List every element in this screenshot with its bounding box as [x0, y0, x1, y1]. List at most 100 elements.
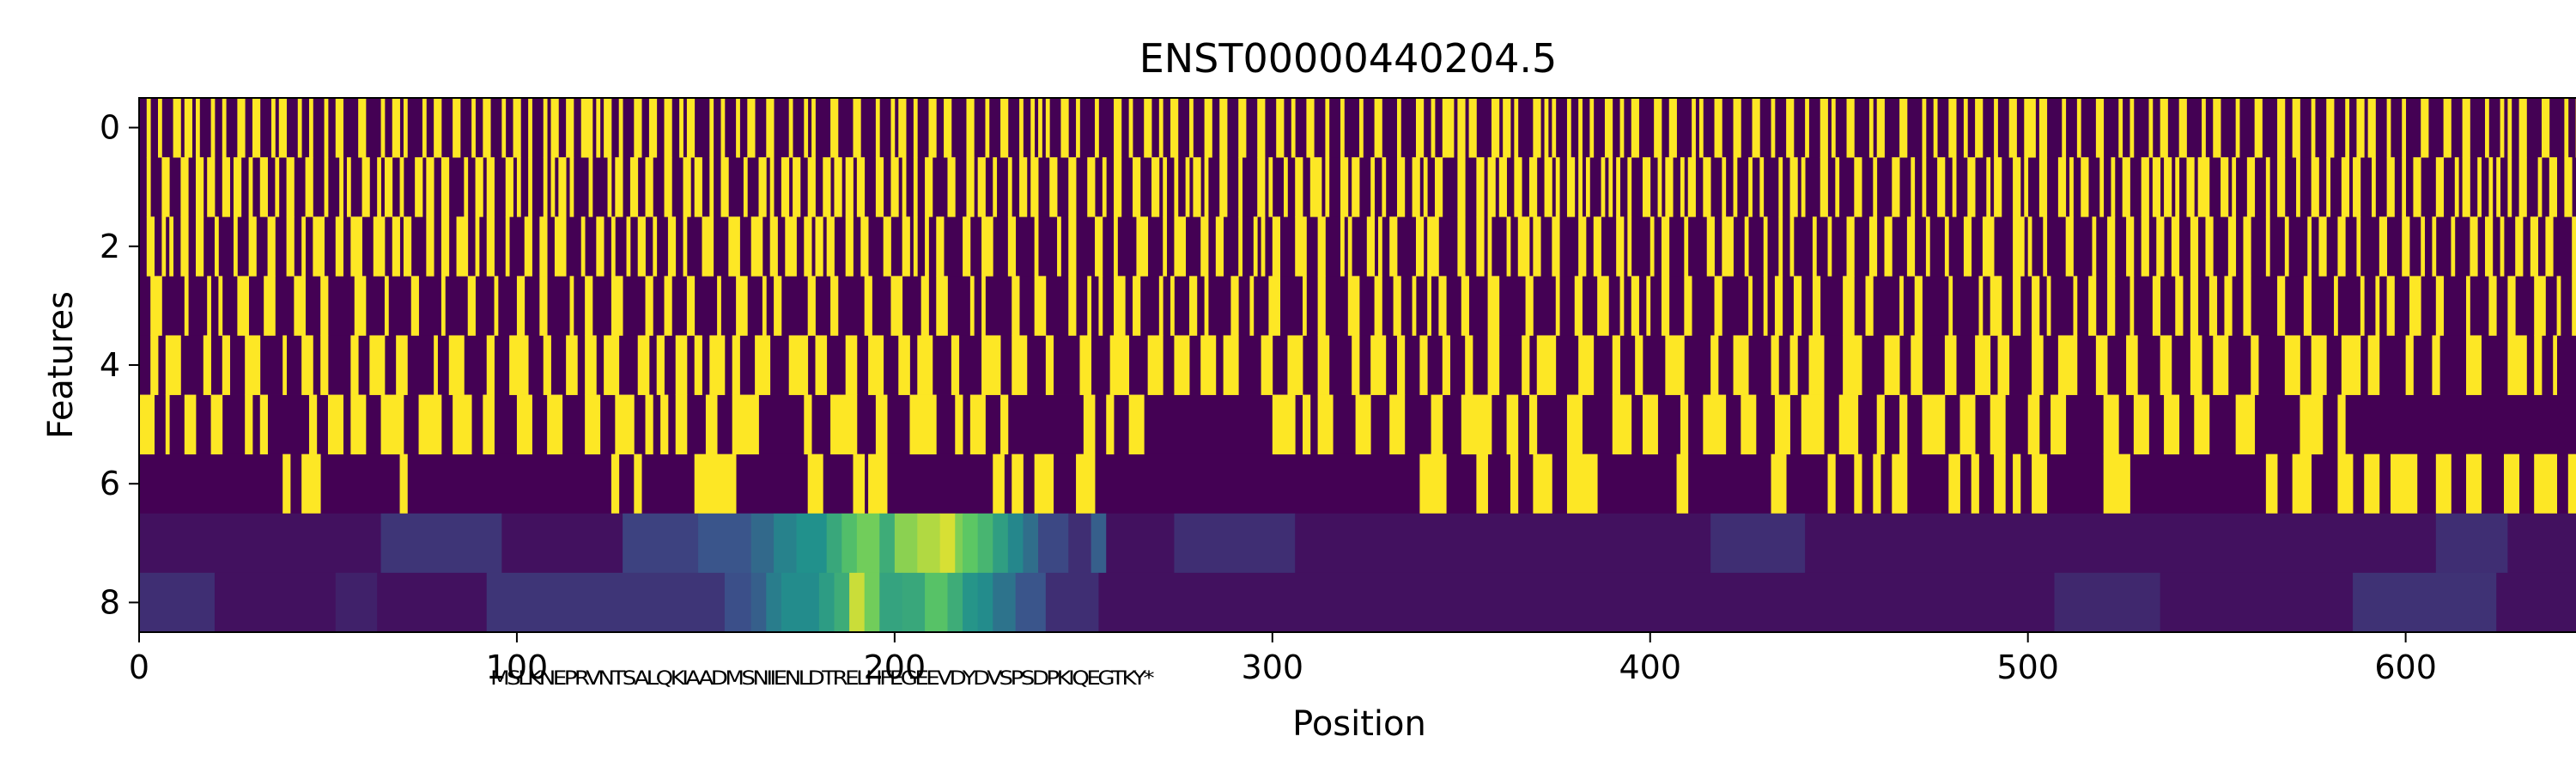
heatmap-cell	[2386, 98, 2391, 158]
heatmap-cell	[2375, 276, 2380, 336]
heatmap-cell	[1295, 157, 1303, 217]
heatmap-cell	[210, 394, 223, 455]
heatmap-cell	[2265, 157, 2270, 217]
heatmap-cell	[1261, 216, 1266, 277]
heatmap-cell	[1015, 572, 1047, 633]
heatmap-cell	[1189, 276, 1198, 336]
heatmap-cell	[2152, 276, 2161, 336]
heatmap-cell	[2254, 98, 2263, 158]
heatmap-cell	[1566, 453, 1598, 514]
heatmap-cell	[1347, 276, 1360, 336]
heatmap-cell	[1317, 335, 1330, 395]
heatmap-cell	[1049, 157, 1058, 217]
heatmap-cell	[947, 572, 963, 633]
heatmap-cell	[762, 276, 767, 336]
heatmap-cell	[2356, 216, 2361, 277]
heatmap-cell	[403, 98, 408, 158]
heatmap-cell	[245, 335, 261, 395]
heatmap-cell	[2107, 216, 2116, 277]
heatmap-cell	[350, 335, 359, 395]
heatmap-cell	[702, 216, 714, 277]
heatmap-cell	[259, 394, 268, 455]
heatmap-cell	[1487, 157, 1496, 217]
heatmap-cell	[1846, 216, 1855, 277]
heatmap-cell	[804, 394, 812, 455]
heatmap-cell	[834, 572, 850, 633]
heatmap-cell	[868, 335, 884, 395]
heatmap-cell	[993, 572, 1017, 633]
heatmap-cell	[615, 157, 623, 217]
heatmap-cell	[1506, 216, 1511, 277]
heatmap-cell	[150, 276, 162, 336]
heatmap-cell	[1752, 98, 1760, 158]
heatmap-cell	[2156, 216, 2165, 277]
heatmap-cell	[818, 572, 835, 633]
heatmap-cell	[1438, 276, 1447, 336]
heatmap-cell	[233, 216, 238, 277]
heatmap-cell	[2032, 453, 2048, 514]
heatmap-cell	[1533, 216, 1541, 277]
heatmap-cell	[248, 157, 253, 217]
heatmap-cell	[1325, 157, 1330, 217]
heatmap-cell	[139, 394, 155, 455]
heatmap-cell	[1317, 216, 1326, 277]
heatmap-cell	[2421, 98, 2429, 158]
heatmap-cell	[1899, 394, 1908, 455]
heatmap-cell	[1060, 98, 1069, 158]
heatmap-cell	[607, 157, 612, 217]
heatmap-cell	[1427, 216, 1439, 277]
heatmap-cell	[1593, 216, 1601, 277]
heatmap-cell	[301, 335, 313, 395]
heatmap-cell	[1083, 394, 1096, 455]
heatmap-cell	[1102, 157, 1107, 217]
heatmap-cell	[2353, 157, 2361, 217]
heatmap-cell	[2311, 157, 2319, 217]
heatmap-cell	[1503, 98, 1511, 158]
heatmap-cell	[501, 98, 507, 158]
heatmap-cell	[539, 216, 548, 277]
heatmap-cell	[2208, 276, 2218, 336]
heatmap-cell	[1189, 98, 1194, 158]
heatmap-cell	[849, 572, 866, 633]
heatmap-cell	[1419, 453, 1447, 514]
heatmap-cell	[1238, 157, 1243, 217]
heatmap-cell	[1034, 216, 1039, 277]
heatmap-cell	[969, 276, 975, 336]
heatmap-cell	[1967, 157, 1976, 217]
heatmap-cell	[2069, 157, 2074, 217]
heatmap-cell	[875, 157, 884, 217]
heatmap-cell	[883, 216, 891, 277]
heatmap-cell	[2334, 276, 2338, 336]
heatmap-cell	[585, 335, 597, 395]
heatmap-cell	[826, 513, 842, 574]
heatmap-cell	[2160, 572, 2354, 633]
heatmap-cell	[195, 98, 200, 158]
heatmap-cell	[2542, 98, 2550, 158]
heatmap-cell	[2372, 157, 2376, 217]
heatmap-cell	[1087, 157, 1096, 217]
heatmap-cell	[815, 216, 823, 277]
heatmap-cell	[2496, 157, 2501, 217]
x-tick-label: 500	[1996, 648, 2059, 686]
heatmap-cell	[1619, 98, 1625, 158]
heatmap-cell	[2129, 98, 2135, 158]
heatmap-cell	[585, 394, 601, 455]
heatmap-cell	[2126, 216, 2135, 277]
heatmap-cell	[1374, 276, 1382, 336]
heatmap-cell	[686, 98, 696, 158]
sequence-annotation: MSLKNEPRVNTSALQKIAADMSNIIENLDTRELHFEGEEV…	[490, 668, 1154, 690]
heatmap-cell	[2318, 216, 2327, 277]
heatmap-cell	[396, 335, 408, 395]
heatmap-cell	[951, 335, 960, 395]
heatmap-cell	[2530, 216, 2539, 277]
heatmap-cell	[2567, 453, 2576, 514]
heatmap-cell	[2488, 157, 2494, 217]
heatmap-cell	[2265, 216, 2270, 277]
heatmap-cell	[1057, 216, 1061, 277]
heatmap-cell	[1355, 394, 1371, 455]
heatmap-cell	[1427, 276, 1431, 336]
heatmap-cell	[180, 216, 189, 277]
x-tick-label: 600	[2374, 648, 2437, 686]
heatmap-cell	[1170, 276, 1175, 336]
